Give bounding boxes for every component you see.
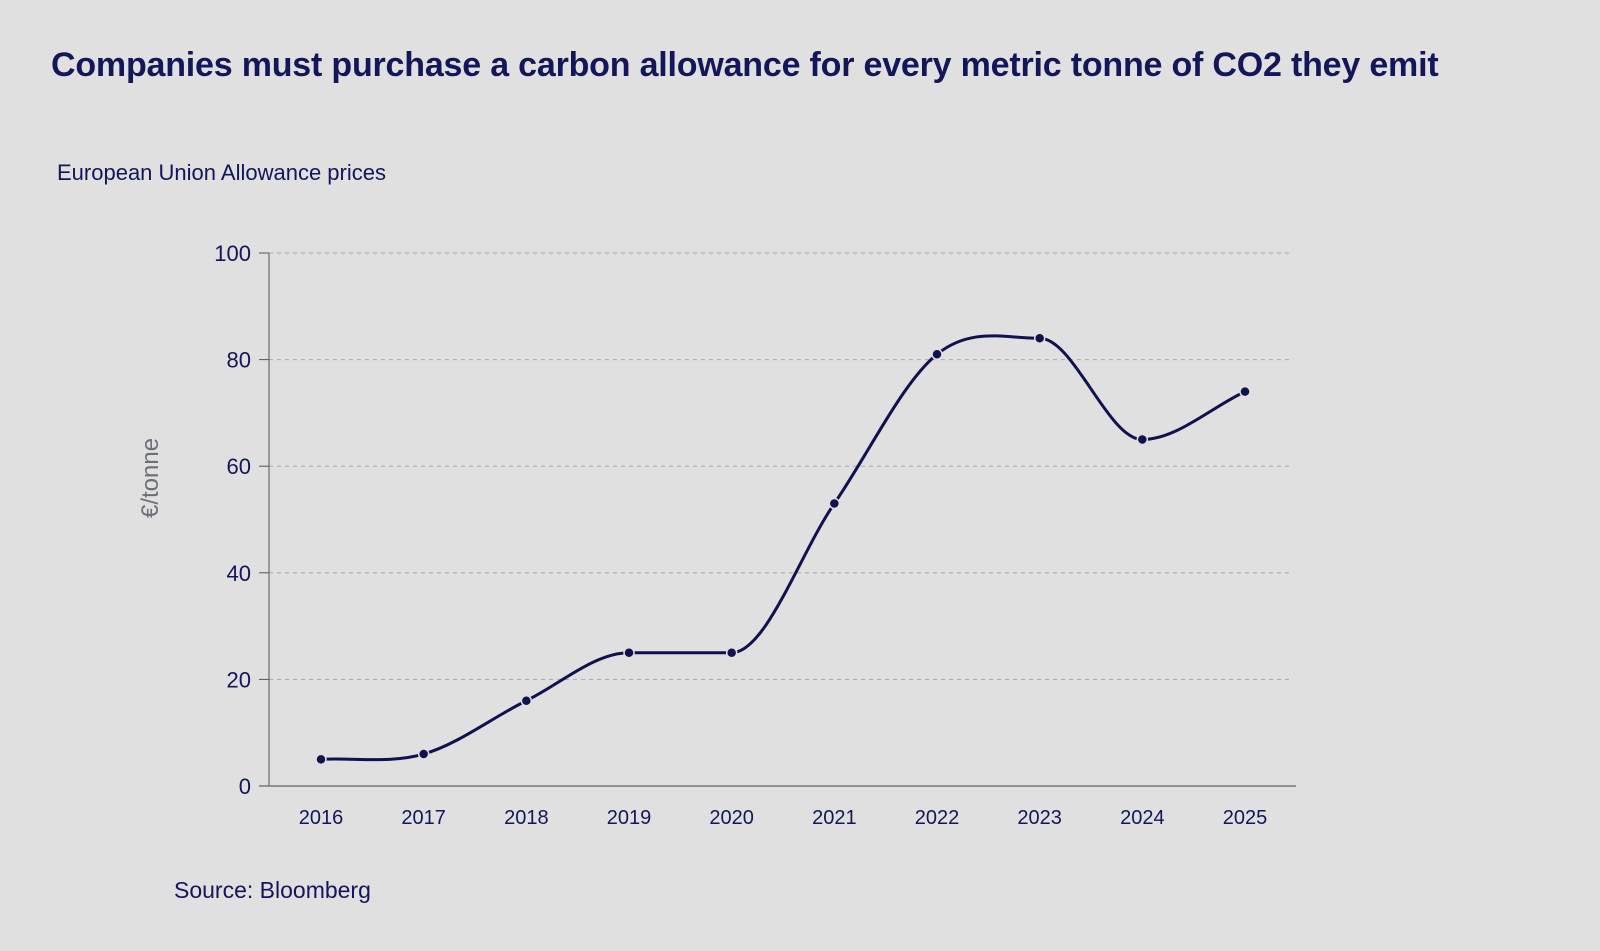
data-point xyxy=(315,753,327,766)
y-tick-label: 0 xyxy=(239,774,251,799)
data-point xyxy=(931,348,943,361)
source-note: Source: Bloomberg xyxy=(174,877,371,903)
x-tick-label: 2016 xyxy=(299,807,344,829)
x-tick-label: 2022 xyxy=(915,807,960,829)
x-tick-label: 2025 xyxy=(1223,807,1268,829)
data-point xyxy=(1033,332,1046,345)
x-tick-label: 2017 xyxy=(401,807,446,829)
data-point xyxy=(623,647,635,659)
x-tick-label: 2019 xyxy=(607,807,652,829)
y-axis-label: €/tonne xyxy=(137,438,164,518)
data-point xyxy=(1136,433,1149,446)
data-point xyxy=(725,647,738,659)
x-tick-label: 2024 xyxy=(1120,807,1165,829)
y-tick-label: 60 xyxy=(227,454,251,479)
y-tick-label: 40 xyxy=(227,561,251,586)
y-tick-label: 80 xyxy=(227,348,251,373)
data-point xyxy=(828,497,841,510)
x-tick-label: 2023 xyxy=(1017,807,1062,829)
y-tick-label: 100 xyxy=(214,241,251,266)
series-line xyxy=(320,334,1246,762)
chart-subtitle: European Union Allowance prices xyxy=(57,160,386,185)
x-tick-label: 2021 xyxy=(812,807,857,829)
data-point xyxy=(417,748,430,760)
y-tick-label: 20 xyxy=(227,667,251,692)
chart-title: Companies must purchase a carbon allowan… xyxy=(51,46,1439,84)
x-tick-label: 2020 xyxy=(709,807,754,829)
data-point xyxy=(520,694,533,707)
data-point xyxy=(1239,385,1251,398)
x-tick-label: 2018 xyxy=(504,807,549,829)
